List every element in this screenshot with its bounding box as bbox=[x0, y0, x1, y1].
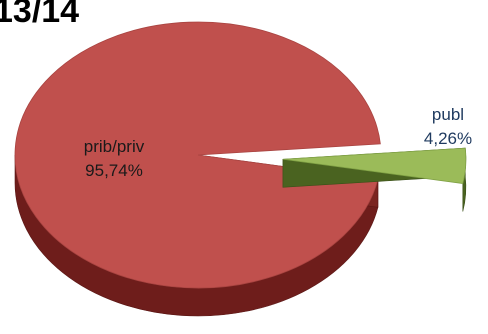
slice-publ bbox=[282, 147, 467, 185]
slice-prib-priv bbox=[14, 21, 381, 289]
slice-publ-value-label: 4,26% bbox=[424, 129, 472, 148]
chart-title: 13/14 bbox=[0, 0, 79, 30]
slice-prib-priv-value-label: 95,74% bbox=[85, 161, 143, 180]
slice-publ-name-label: publ bbox=[432, 105, 464, 124]
pie-group bbox=[14, 21, 467, 317]
label-group: prib/priv 95,74% publ 4,26% bbox=[84, 105, 472, 180]
slice-prib-priv-name-label: prib/priv bbox=[84, 137, 145, 156]
